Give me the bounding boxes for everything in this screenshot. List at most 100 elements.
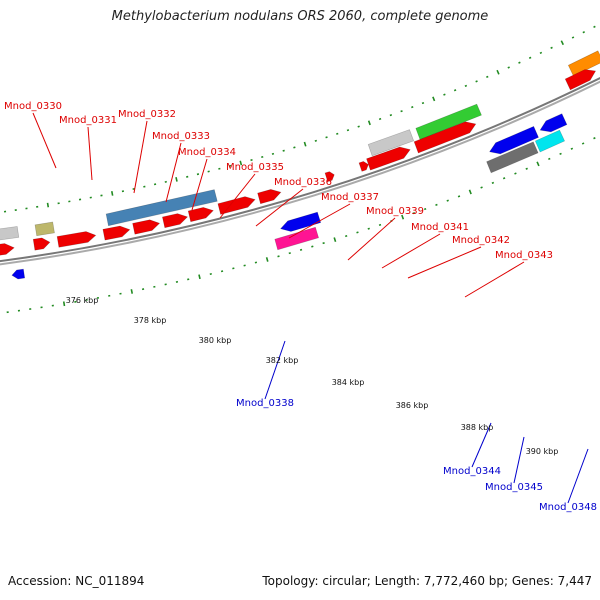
gene-feature-reverse [11,268,26,280]
forward-leader-line [464,261,525,298]
outer-tick [432,96,436,102]
genome-backbone [0,76,600,266]
genome-summary-text: Topology: circular; Length: 7,772,460 bp… [262,574,592,588]
outer-tick [453,89,457,92]
inner-tick [130,289,134,294]
inner-tick [435,203,438,206]
gene-feature-orange [567,50,600,77]
inner-tick [62,301,66,307]
gene-feature-cds [257,189,282,205]
gene-feature-cds [32,237,51,251]
gene-feature-magenta [274,226,319,251]
gene-feature-cds [132,219,161,235]
gene-feature-blue-cluster [105,189,218,227]
outer-tick [110,191,114,196]
forward-leader-line [288,203,351,239]
outer-tick [400,110,403,113]
outer-tick [378,117,382,121]
backbone-line-outer [0,76,600,263]
gene-feature-cds [358,161,369,172]
outer-tick [475,80,478,83]
forward-leader-line [191,158,208,211]
tick-marks [3,25,596,314]
forward-gene-label: Mnod_0339 [366,206,424,217]
gene-feature-grey [0,226,20,241]
scale-label: 386 kbp [396,401,429,410]
scale-label: 378 kbp [134,316,167,325]
reverse-gene-label: Mnod_0338 [236,398,294,409]
inner-tick [536,161,540,167]
forward-gene-label: Mnod_0332 [118,109,176,120]
forward-gene-label: Mnod_0336 [274,177,332,188]
forward-leader-line [219,173,256,219]
reverse-leader-line [513,436,525,484]
reverse-gene-label: Mnod_0344 [443,466,501,477]
scale-label: 382 kbp [266,356,299,365]
outer-tick [357,125,360,128]
inner-tick [333,237,337,243]
outer-tick [46,202,50,208]
outer-tick [464,84,468,88]
forward-leader-line [255,188,304,227]
forward-leader-line [381,233,441,269]
gene-feature-cds [162,213,189,229]
outer-tick [175,177,178,182]
outer-tick [539,51,543,55]
forward-gene-label: Mnod_0342 [452,235,510,246]
outer-tick [303,141,307,147]
forward-leader-line [133,120,148,194]
reverse-leader-line [567,448,589,504]
forward-leader-line [165,142,182,203]
outer-tick [486,75,489,78]
forward-gene-label: Mnod_0331 [59,115,117,126]
gene-feature-reverse [539,113,568,133]
figure-title: Methylobacterium nodulans ORS 2060, comp… [111,9,489,24]
inner-tick [525,167,528,170]
forward-leader-line [87,126,93,181]
reverse-leader-line [264,340,286,400]
forward-gene-label: Mnod_0334 [178,147,236,158]
forward-leader-line [347,217,396,261]
inner-tick [559,152,562,155]
gene-features [0,50,600,280]
reverse-gene-label: Mnod_0345 [485,482,543,493]
inner-tick [548,157,551,161]
inner-tick [198,274,201,280]
forward-leader-line [407,246,482,279]
scale-label: 380 kbp [199,336,232,345]
forward-gene-label: Mnod_0337 [321,192,379,203]
outer-tick [571,36,575,39]
inner-tick [468,189,472,195]
gene-feature-cds [413,121,477,154]
inner-tick [423,207,427,211]
scale-label: 388 kbp [461,423,494,432]
gene-feature-reverse [489,126,539,155]
outer-tick [528,56,532,59]
forward-gene-label: Mnod_0341 [411,222,469,233]
inner-tick [593,137,596,140]
outer-tick [421,101,425,105]
outer-tick [560,40,564,46]
inner-tick [446,199,449,202]
inner-tick [412,212,416,215]
forward-gene-label: Mnod_0335 [226,162,284,173]
inner-tick [367,227,370,230]
inner-tick [378,223,382,227]
gene-feature-cds [564,69,597,91]
outer-tick [346,129,350,132]
outer-tick [389,114,393,117]
gene-feature-dark-grey [486,141,539,174]
gene-feature-cds [102,225,131,241]
inner-tick [491,181,495,185]
inner-tick [581,142,585,145]
inner-tick [502,177,506,180]
reverse-gene-label: Mnod_0348 [539,502,597,513]
gene-feature-cds [324,171,335,182]
outer-tick [496,69,500,75]
outer-tick [443,93,446,96]
gene-feature-cyan [534,129,565,153]
inner-tick [570,147,574,150]
accession-text: Accession: NC_011894 [8,574,145,588]
